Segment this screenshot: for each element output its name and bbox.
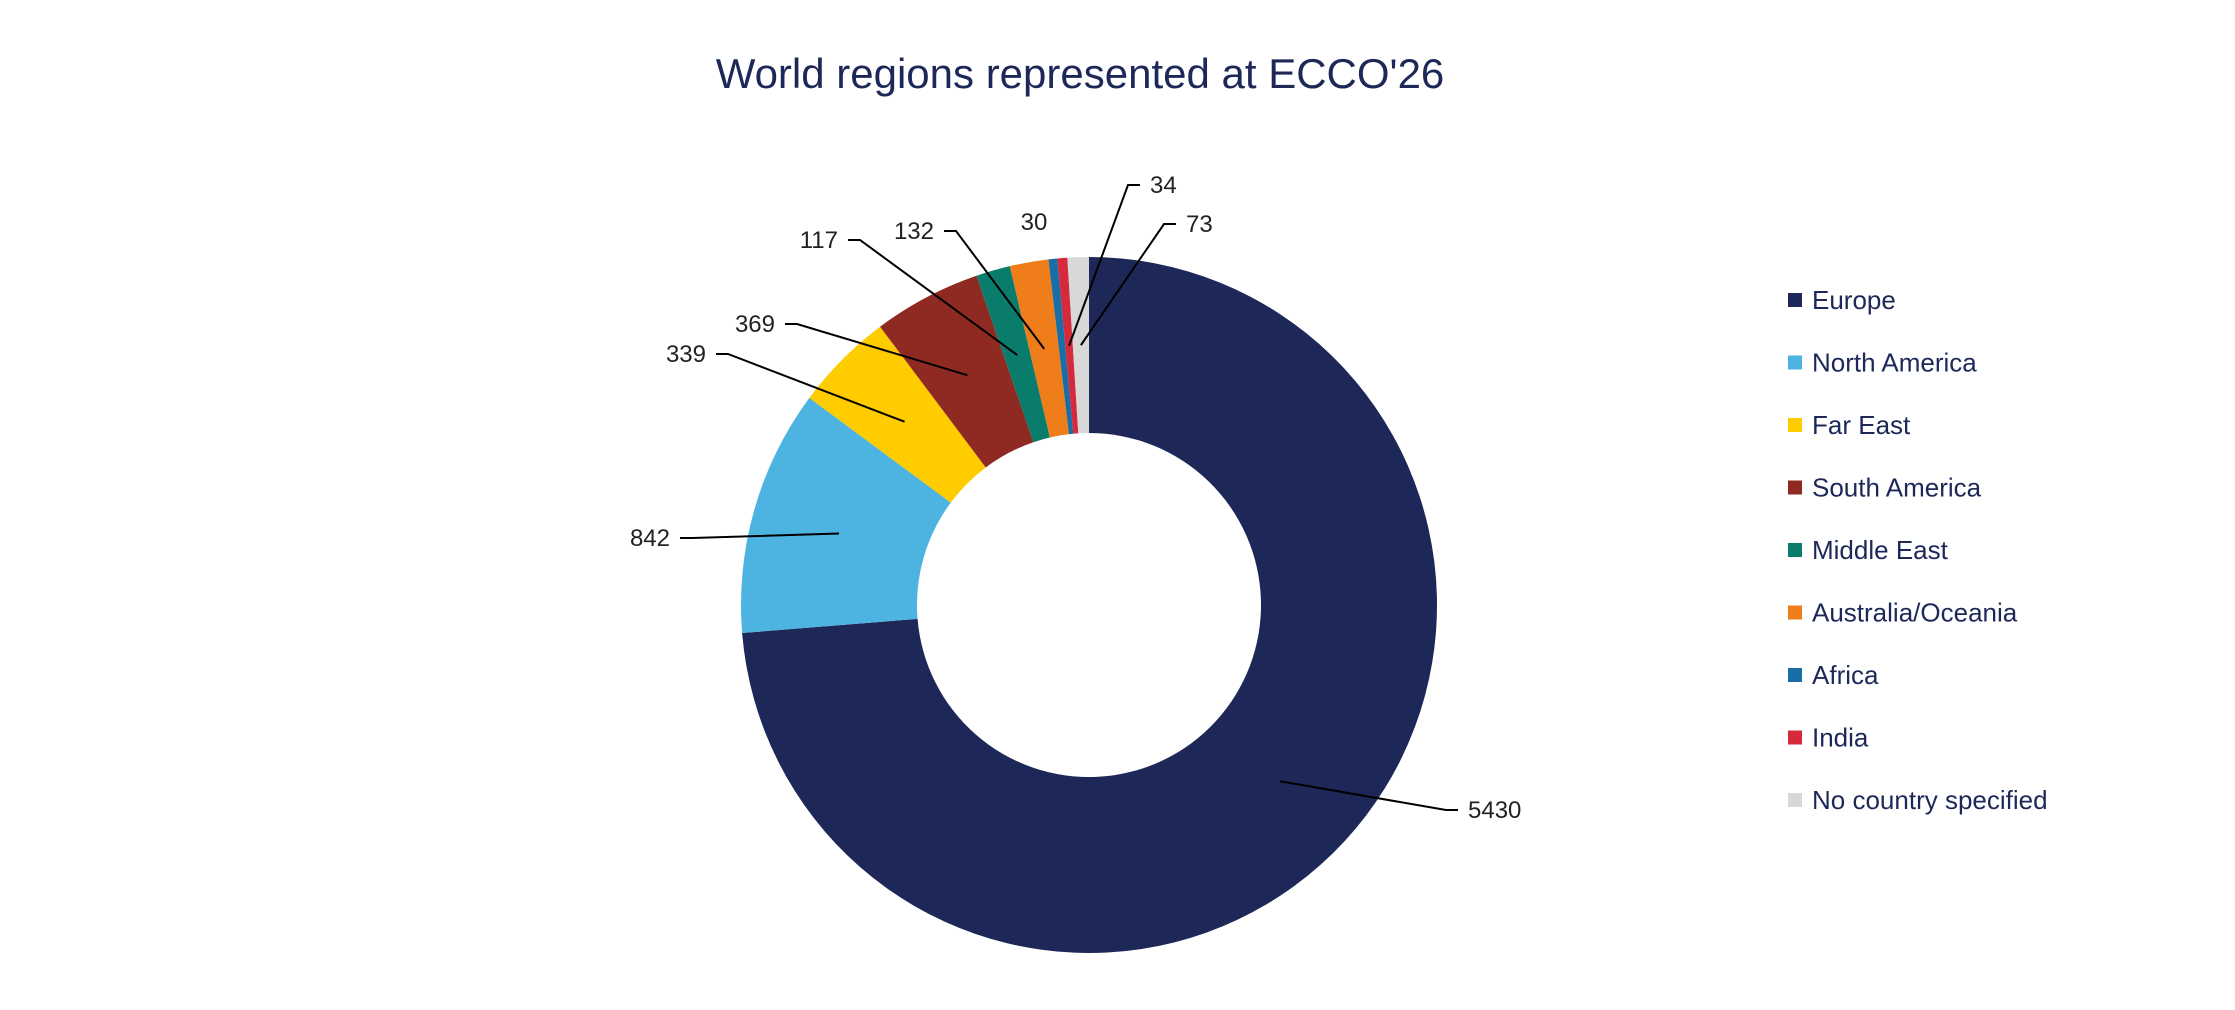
data-label-far-east: 339 bbox=[666, 341, 706, 368]
legend-label-no-country-specified: No country specified bbox=[1812, 785, 2048, 815]
legend-swatch-australia-oceania bbox=[1788, 605, 1802, 620]
donut-slices bbox=[741, 257, 1437, 954]
chart-title: World regions represented at ECCO'26 bbox=[716, 50, 1445, 97]
legend-swatch-india bbox=[1788, 730, 1802, 745]
data-label-india: 34 bbox=[1150, 172, 1177, 199]
legend-label-europe: Europe bbox=[1812, 285, 1896, 315]
leader-line-india bbox=[1068, 184, 1140, 347]
slice-north-america bbox=[741, 397, 951, 634]
legend: Europe North America Far East South America… bbox=[1788, 285, 2048, 815]
legend-label-north-america: North America bbox=[1812, 348, 1977, 378]
slice-europe bbox=[742, 257, 1437, 954]
data-label-no-country-specified: 73 bbox=[1186, 211, 1213, 238]
slice-australia-oceania bbox=[1009, 259, 1069, 438]
legend-swatch-south-america bbox=[1788, 480, 1802, 495]
data-label-middle-east: 117 bbox=[800, 227, 838, 254]
slice-no-country-specified bbox=[1067, 257, 1089, 434]
leader-line-middle-east bbox=[848, 239, 1018, 356]
legend-swatch-europe bbox=[1788, 293, 1802, 307]
slice-far-east bbox=[809, 326, 986, 503]
legend-label-far-east: Far East bbox=[1812, 410, 1911, 440]
data-labels: 5430 842 339 369 117 132 30 34 73 bbox=[630, 172, 1521, 824]
leader-line-north-america bbox=[680, 532, 840, 539]
leader-line-south-america bbox=[785, 323, 968, 377]
leader-line-no-country-specified bbox=[1080, 223, 1176, 346]
slice-india bbox=[1057, 257, 1079, 434]
legend-label-middle-east: Middle East bbox=[1812, 535, 1949, 565]
legend-swatch-middle-east bbox=[1788, 543, 1802, 557]
data-label-australia-oceania: 132 bbox=[894, 218, 934, 245]
legend-label-africa: Africa bbox=[1812, 660, 1879, 690]
data-label-europe: 5430 bbox=[1468, 797, 1521, 824]
leader-line-far-east bbox=[716, 353, 905, 423]
legend-item-india: India bbox=[1788, 723, 1869, 753]
legend-swatch-no-country-specified bbox=[1788, 793, 1802, 807]
data-label-north-america: 842 bbox=[630, 525, 670, 552]
leader-line-australia-oceania bbox=[944, 230, 1046, 350]
legend-item-europe: Europe bbox=[1788, 285, 1896, 315]
legend-item-north-america: North America bbox=[1788, 348, 1977, 378]
legend-item-middle-east: Middle East bbox=[1788, 535, 1949, 565]
legend-item-no-country-specified: No country specified bbox=[1788, 785, 2048, 815]
legend-label-india: India bbox=[1812, 723, 1869, 753]
data-label-africa: 30 bbox=[1021, 209, 1048, 236]
slice-africa bbox=[1048, 258, 1074, 435]
slice-middle-east bbox=[976, 266, 1050, 443]
legend-item-far-east: Far East bbox=[1788, 410, 1911, 440]
legend-swatch-far-east bbox=[1788, 418, 1802, 432]
legend-swatch-north-america bbox=[1788, 355, 1802, 370]
legend-item-australia-oceania: Australia/Oceania bbox=[1788, 598, 2018, 628]
legend-item-africa: Africa bbox=[1788, 660, 1879, 690]
legend-swatch-africa bbox=[1788, 668, 1802, 682]
legend-label-south-america: South America bbox=[1812, 473, 1982, 503]
data-label-south-america: 369 bbox=[735, 311, 775, 338]
legend-label-australia-oceania: Australia/Oceania bbox=[1812, 598, 2018, 628]
leader-line-europe bbox=[1279, 780, 1458, 811]
label-leader-lines bbox=[680, 184, 1458, 811]
legend-item-south-america: South America bbox=[1788, 473, 1982, 503]
